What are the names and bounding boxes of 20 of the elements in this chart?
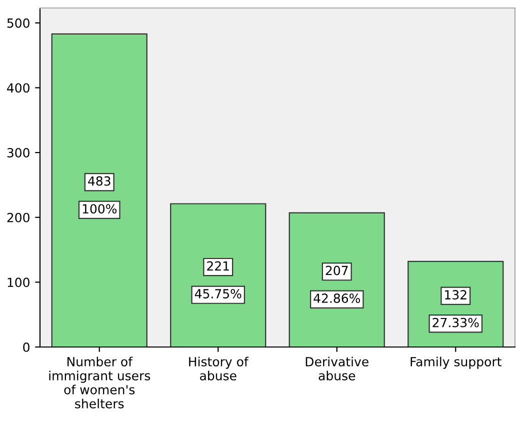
data-label: 221 [207, 261, 229, 270]
annotation: 42.86% [314, 294, 360, 303]
data-label: 483 [88, 176, 110, 186]
bar [170, 203, 266, 347]
y-tick-label: 100 [8, 278, 30, 288]
bar [51, 33, 148, 347]
x-tick-label: Number of immigrant users of women's shelters [49, 356, 150, 408]
y-tick-label: 300 [7, 148, 30, 158]
y-tick-label: 400 [7, 83, 30, 93]
y-tick-label: 500 [7, 18, 30, 28]
x-tick-label: Family support [410, 356, 502, 369]
x-tick-label: History of abuse [189, 356, 249, 380]
annotation: 27.33% [432, 318, 479, 328]
x-tick-label: Derivative abuse [306, 356, 368, 380]
annotation: 45.75% [194, 288, 242, 298]
data-label: 207 [326, 266, 348, 276]
annotation: 100% [82, 204, 117, 214]
data-label: 132 [445, 290, 466, 300]
y-tick-label: 0 [23, 342, 30, 352]
y-tick-label: 200 [7, 212, 30, 222]
